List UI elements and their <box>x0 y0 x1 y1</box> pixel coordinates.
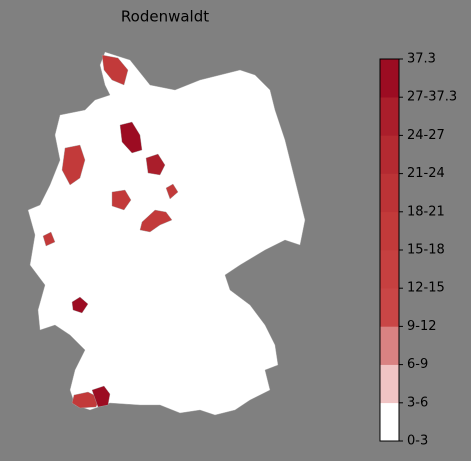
colorbar-segment <box>380 173 399 213</box>
colorbar: 0-3 3-6 6-9 9-12 12-15 15-18 18-21 21-24 24-27 27… <box>379 52 457 449</box>
colorbar-segment <box>380 402 399 442</box>
colorbar-segment <box>380 211 399 251</box>
colorbar-segment <box>380 135 399 174</box>
region <box>71 296 89 314</box>
colorbar-segment <box>380 97 399 136</box>
region <box>91 385 111 408</box>
region <box>101 54 129 86</box>
region <box>145 153 166 176</box>
colorbar-segment <box>380 288 399 327</box>
region <box>165 183 179 200</box>
colorbar-label: 27-37.3 <box>407 90 457 105</box>
colorbar-segment <box>380 326 399 365</box>
region <box>42 231 56 247</box>
region <box>111 189 132 211</box>
colorbar-label: 6-9 <box>407 357 428 372</box>
colorbar-segment <box>380 59 399 98</box>
colorbar-label: 0-3 <box>407 434 428 449</box>
colorbar-label: 24-27 <box>407 128 445 143</box>
region <box>119 121 143 154</box>
region <box>139 209 173 233</box>
colorbar-label: 18-21 <box>407 204 445 219</box>
region <box>61 144 86 186</box>
colorbar-label: 3-6 <box>407 395 428 410</box>
highlighted-regions <box>42 54 179 409</box>
colorbar-segment <box>380 250 399 289</box>
region <box>71 391 101 409</box>
colorbar-label: 9-12 <box>407 319 437 334</box>
germany-outline <box>27 51 306 416</box>
colorbar-label: 12-15 <box>407 281 445 296</box>
colorbar-label: 37.3 <box>407 52 436 67</box>
map-title: Rodenwaldt <box>121 8 209 26</box>
colorbar-label: 21-24 <box>407 166 445 181</box>
colorbar-segment <box>380 364 399 404</box>
colorbar-label: 15-18 <box>407 243 445 258</box>
